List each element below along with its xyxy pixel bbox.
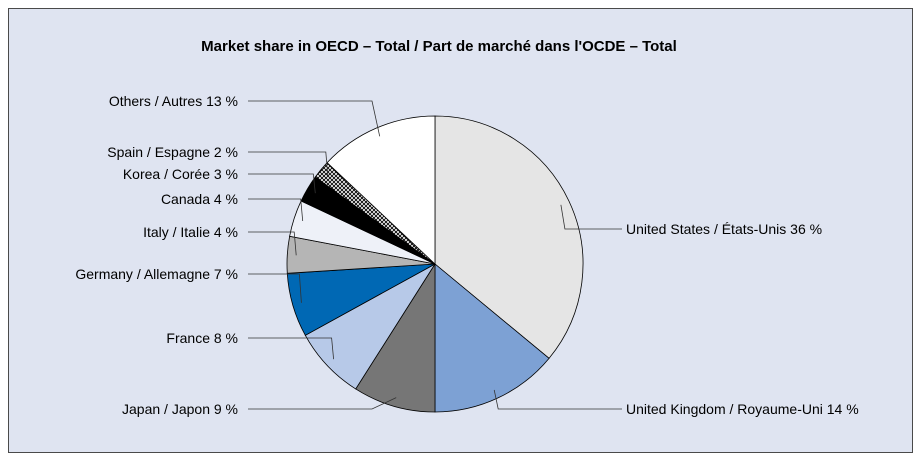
leader-line-korea [248, 173, 316, 194]
leader-line-japan [248, 397, 397, 410]
slice-label-united-kingdom: United Kingdom / Royaume-Uni 14 % [626, 401, 859, 417]
leader-line-spain [248, 151, 329, 176]
slice-label-korea: Korea / Corée 3 % [123, 166, 238, 182]
slice-label-germany: Germany / Allemagne 7 % [75, 266, 238, 282]
pie-slice-united-kingdom [434, 263, 550, 413]
leader-line-united-states [560, 204, 622, 230]
slice-label-united-states: United States / États-Unis 36 % [626, 221, 822, 237]
leader-line-italy [248, 231, 297, 256]
pie-slice-others [326, 115, 436, 265]
slice-label-canada: Canada 4 % [161, 191, 238, 207]
leader-line-united-kingdom [493, 389, 622, 410]
leader-line-canada [248, 198, 304, 222]
slice-label-spain: Spain / Espagne 2 % [107, 144, 238, 160]
leader-line-france [248, 337, 334, 360]
slice-label-others: Others / Autres 13 % [109, 93, 238, 109]
chart-title: Market share in OECD – Total / Part de m… [201, 38, 677, 55]
slice-label-france: France 8 % [166, 330, 238, 346]
pie-slice-japan [355, 262, 436, 413]
leader-line-germany [248, 273, 302, 303]
pie-slice-united-states [434, 115, 584, 359]
leader-line-others [248, 100, 381, 137]
slice-label-japan: Japan / Japon 9 % [122, 401, 238, 417]
slice-label-italy: Italy / Italie 4 % [143, 224, 238, 240]
